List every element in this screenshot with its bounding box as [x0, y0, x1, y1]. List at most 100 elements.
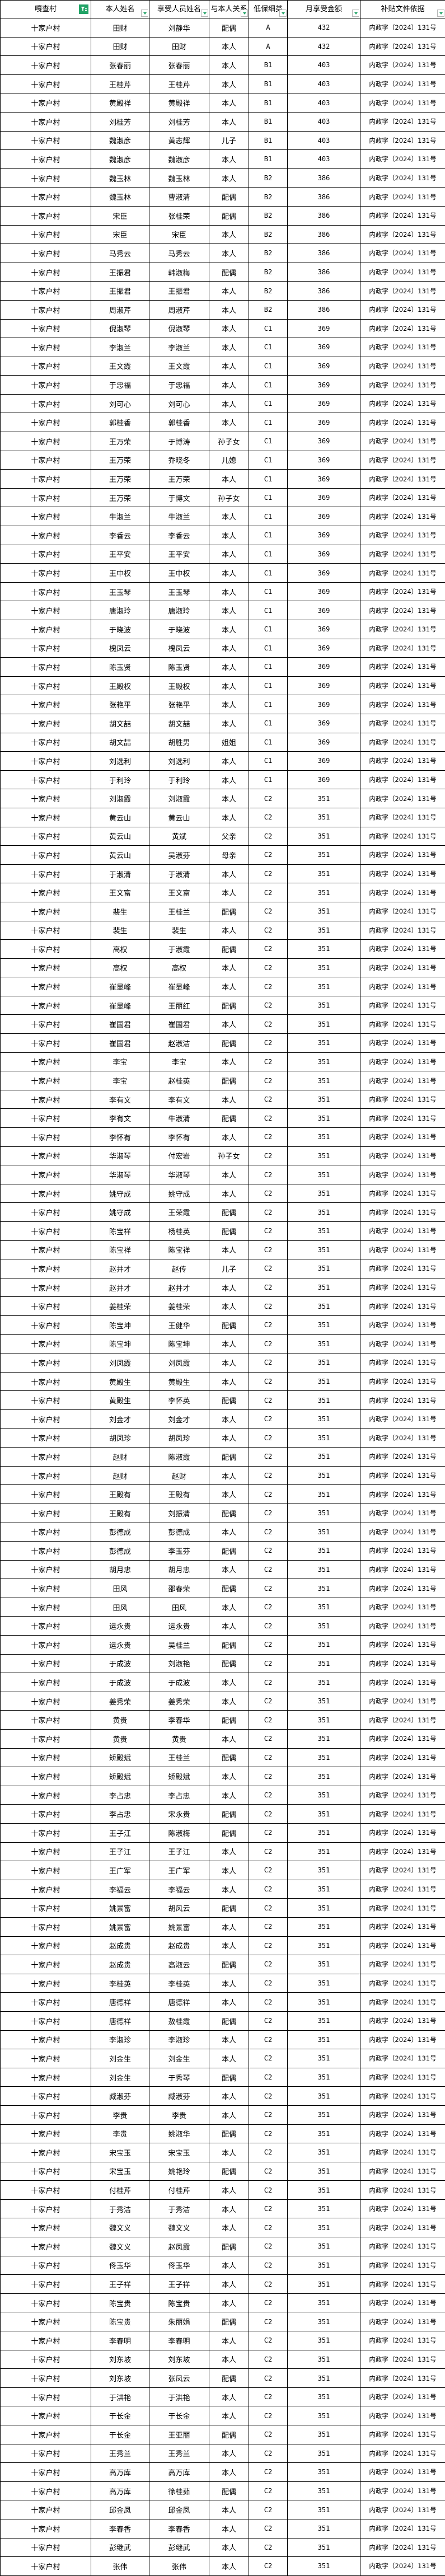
category-cell[interactable]: C2	[249, 1880, 288, 1899]
amount-cell[interactable]: 351	[288, 2406, 360, 2425]
relation-cell[interactable]: 父亲	[209, 827, 249, 846]
person-name-cell[interactable]: 田财	[91, 37, 149, 56]
amount-cell[interactable]: 351	[288, 1654, 360, 1673]
village-cell[interactable]: 十家户村	[1, 1391, 91, 1410]
village-cell[interactable]: 十家户村	[1, 1636, 91, 1655]
beneficiary-name-cell[interactable]: 黄殿生	[149, 1372, 209, 1391]
village-cell[interactable]: 十家户村	[1, 131, 91, 150]
category-cell[interactable]: B1	[249, 112, 288, 131]
relation-cell[interactable]: 本人	[209, 1917, 249, 1936]
village-cell[interactable]: 十家户村	[1, 1128, 91, 1147]
relation-cell[interactable]: 配偶	[209, 2124, 249, 2143]
village-cell[interactable]: 十家户村	[1, 714, 91, 733]
document-cell[interactable]: 内政字（2024）131号	[360, 1071, 445, 1090]
person-name-cell[interactable]: 槐凤云	[91, 639, 149, 658]
document-cell[interactable]: 内政字（2024）131号	[360, 2275, 445, 2294]
document-cell[interactable]: 内政字（2024）131号	[360, 2162, 445, 2181]
category-cell[interactable]: C2	[249, 1297, 288, 1316]
relation-cell[interactable]: 本人	[209, 2519, 249, 2538]
person-name-cell[interactable]: 赵成贵	[91, 1936, 149, 1955]
relation-cell[interactable]: 本人	[209, 564, 249, 583]
village-cell[interactable]: 十家户村	[1, 902, 91, 921]
village-cell[interactable]: 十家户村	[1, 1748, 91, 1767]
document-cell[interactable]: 内政字（2024）131号	[360, 1899, 445, 1918]
village-cell[interactable]: 十家户村	[1, 1880, 91, 1899]
relation-cell[interactable]: 本人	[209, 2143, 249, 2162]
amount-cell[interactable]: 403	[288, 74, 360, 93]
document-cell[interactable]: 内政字（2024）131号	[360, 1560, 445, 1579]
document-cell[interactable]: 内政字（2024）131号	[360, 2350, 445, 2369]
village-cell[interactable]: 十家户村	[1, 676, 91, 695]
village-cell[interactable]: 十家户村	[1, 112, 91, 131]
category-cell[interactable]: B2	[249, 282, 288, 301]
amount-cell[interactable]: 369	[288, 357, 360, 376]
village-cell[interactable]: 十家户村	[1, 2199, 91, 2218]
amount-cell[interactable]: 351	[288, 2030, 360, 2049]
village-cell[interactable]: 十家户村	[1, 789, 91, 808]
amount-cell[interactable]: 351	[288, 1391, 360, 1410]
relation-cell[interactable]: 本人	[209, 1767, 249, 1786]
beneficiary-name-cell[interactable]: 王广军	[149, 1861, 209, 1880]
document-cell[interactable]: 内政字（2024）131号	[360, 394, 445, 413]
category-cell[interactable]: C1	[249, 601, 288, 620]
amount-cell[interactable]: 351	[288, 1523, 360, 1542]
person-name-cell[interactable]: 王平安	[91, 545, 149, 564]
relation-cell[interactable]: 配偶	[209, 1222, 249, 1241]
category-cell[interactable]: C2	[249, 1485, 288, 1504]
person-name-cell[interactable]: 胡文喆	[91, 733, 149, 752]
village-cell[interactable]: 十家户村	[1, 864, 91, 883]
village-cell[interactable]: 十家户村	[1, 940, 91, 959]
beneficiary-name-cell[interactable]: 陈宝贵	[149, 2293, 209, 2312]
category-cell[interactable]: C2	[249, 1579, 288, 1598]
category-cell[interactable]: B2	[249, 300, 288, 319]
village-cell[interactable]: 十家户村	[1, 846, 91, 865]
category-cell[interactable]: C2	[249, 1692, 288, 1711]
amount-cell[interactable]: 351	[288, 827, 360, 846]
category-cell[interactable]: C2	[249, 2087, 288, 2106]
amount-cell[interactable]: 369	[288, 752, 360, 771]
village-cell[interactable]: 十家户村	[1, 56, 91, 75]
village-cell[interactable]: 十家户村	[1, 451, 91, 470]
beneficiary-name-cell[interactable]: 王殿有	[149, 1485, 209, 1504]
category-cell[interactable]: C1	[249, 582, 288, 601]
person-name-cell[interactable]: 胡文喆	[91, 714, 149, 733]
amount-cell[interactable]: 386	[288, 168, 360, 188]
beneficiary-name-cell[interactable]: 李福云	[149, 1880, 209, 1899]
document-cell[interactable]: 内政字（2024）131号	[360, 1015, 445, 1034]
document-cell[interactable]: 内政字（2024）131号	[360, 1165, 445, 1184]
village-cell[interactable]: 十家户村	[1, 1015, 91, 1034]
category-cell[interactable]: C2	[249, 2068, 288, 2087]
relation-cell[interactable]: 本人	[209, 2463, 249, 2482]
beneficiary-name-cell[interactable]: 李怀英	[149, 1391, 209, 1410]
beneficiary-name-cell[interactable]: 魏玉林	[149, 168, 209, 188]
person-name-cell[interactable]: 李春明	[91, 2331, 149, 2350]
category-cell[interactable]: C2	[249, 1560, 288, 1579]
category-cell[interactable]: C2	[249, 1240, 288, 1259]
document-cell[interactable]: 内政字（2024）131号	[360, 18, 445, 38]
beneficiary-name-cell[interactable]: 刘东坡	[149, 2350, 209, 2369]
category-cell[interactable]: C2	[249, 2500, 288, 2519]
document-cell[interactable]: 内政字（2024）131号	[360, 545, 445, 564]
category-cell[interactable]: C1	[249, 338, 288, 357]
beneficiary-name-cell[interactable]: 赵财	[149, 1466, 209, 1485]
category-cell[interactable]: C2	[249, 827, 288, 846]
relation-cell[interactable]: 配偶	[209, 1711, 249, 1730]
beneficiary-name-cell[interactable]: 高淑云	[149, 1955, 209, 1974]
beneficiary-name-cell[interactable]: 李有文	[149, 1090, 209, 1109]
category-cell[interactable]: C2	[249, 846, 288, 865]
relation-cell[interactable]: 配偶	[209, 2425, 249, 2444]
category-cell[interactable]: C2	[249, 2406, 288, 2425]
person-name-cell[interactable]: 倪淑琴	[91, 319, 149, 338]
amount-cell[interactable]: 351	[288, 1203, 360, 1222]
person-name-cell[interactable]: 宋宝玉	[91, 2143, 149, 2162]
document-cell[interactable]: 内政字（2024）131号	[360, 1334, 445, 1353]
amount-cell[interactable]: 351	[288, 2068, 360, 2087]
village-cell[interactable]: 十家户村	[1, 319, 91, 338]
person-name-cell[interactable]: 于长金	[91, 2406, 149, 2425]
beneficiary-name-cell[interactable]: 李春华	[149, 1711, 209, 1730]
person-name-cell[interactable]: 于洪艳	[91, 2387, 149, 2406]
beneficiary-name-cell[interactable]: 吴淑芬	[149, 846, 209, 865]
document-cell[interactable]: 内政字（2024）131号	[360, 300, 445, 319]
relation-cell[interactable]: 本人	[209, 1428, 249, 1448]
amount-cell[interactable]: 351	[288, 2444, 360, 2463]
